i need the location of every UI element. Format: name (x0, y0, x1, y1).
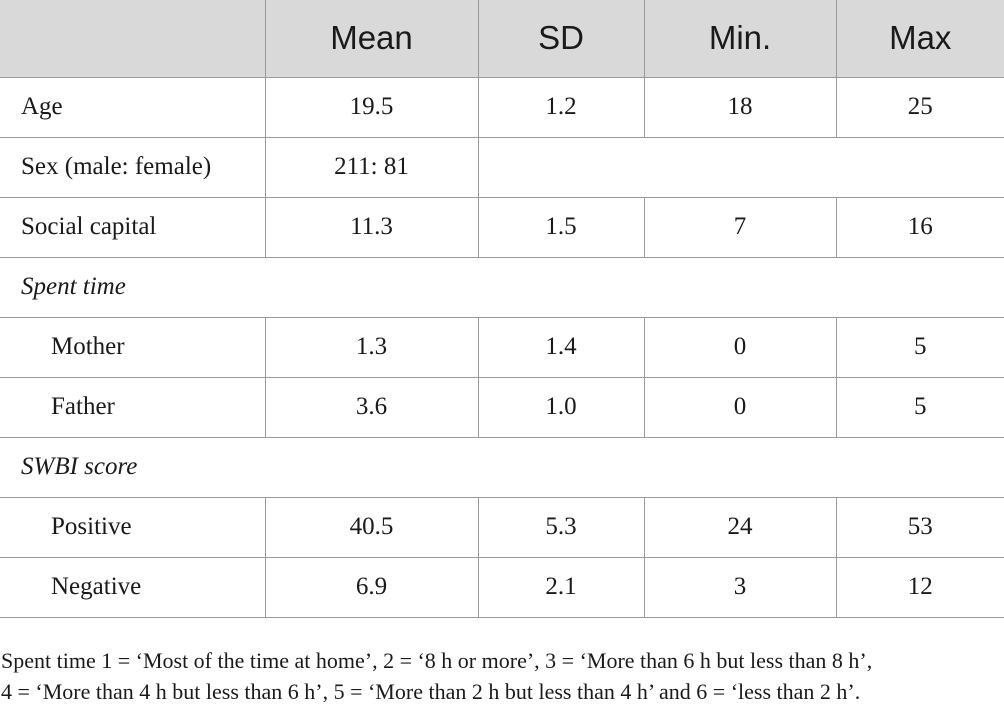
cell-min: 24 (643, 496, 837, 558)
row-label: Sex (male: female) (0, 136, 266, 198)
cell-sd: 2.1 (477, 556, 645, 618)
footnote-line: Spent time 1 = ‘Most of the time at home… (1, 648, 873, 673)
descriptive-statistics-table: Mean SD Min. Max Age 19.5 1.2 18 25 Sex … (0, 0, 1004, 618)
row-label: Social capital (0, 196, 266, 258)
table-row: Positive 40.5 5.3 24 53 (0, 496, 1004, 558)
section-row: SWBI score (0, 436, 1004, 498)
header-min: Min. (643, 0, 837, 78)
cell-sd: 1.5 (477, 196, 645, 258)
header-sd: SD (477, 0, 645, 78)
table-row: Negative 6.9 2.1 3 12 (0, 556, 1004, 618)
row-label: Age (0, 76, 266, 138)
header-max: Max (835, 0, 1004, 78)
cell-mean: 1.3 (264, 316, 479, 378)
cell-min: 7 (643, 196, 837, 258)
cell-sd: 1.4 (477, 316, 645, 378)
cell-min: 18 (643, 76, 837, 138)
cell-max: 12 (835, 556, 1004, 618)
cell-mean: 3.6 (264, 376, 479, 438)
cell-max: 5 (835, 316, 1004, 378)
cell-max: 53 (835, 496, 1004, 558)
table-header-row: Mean SD Min. Max (0, 0, 1004, 78)
table-row: Father 3.6 1.0 0 5 (0, 376, 1004, 438)
cell-max: 5 (835, 376, 1004, 438)
table-footnote: Spent time 1 = ‘Most of the time at home… (1, 645, 1004, 707)
header-mean: Mean (264, 0, 479, 78)
cell-sd: 5.3 (477, 496, 645, 558)
cell-sd: 1.2 (477, 76, 645, 138)
cell-mean: 40.5 (264, 496, 479, 558)
cell-min: 3 (643, 556, 837, 618)
row-label: Father (0, 376, 266, 438)
table-row: Age 19.5 1.2 18 25 (0, 76, 1004, 138)
row-label: Mother (0, 316, 266, 378)
row-label: Positive (0, 496, 266, 558)
section-heading-spent-time: Spent time (0, 256, 1004, 318)
cell-min: 0 (643, 376, 837, 438)
cell-mean: 19.5 (264, 76, 479, 138)
section-heading-swbi-score: SWBI score (0, 436, 1004, 498)
header-empty-cell (0, 0, 266, 78)
table-row: Social capital 11.3 1.5 7 16 (0, 196, 1004, 258)
table-row: Sex (male: female) 211: 81 (0, 136, 1004, 198)
cell-mean: 11.3 (264, 196, 479, 258)
section-row: Spent time (0, 256, 1004, 318)
row-label: Negative (0, 556, 266, 618)
cell-min: 0 (643, 316, 837, 378)
cell-mean: 6.9 (264, 556, 479, 618)
cell-empty-span (477, 136, 1004, 198)
cell-mean: 211: 81 (264, 136, 479, 198)
cell-max: 25 (835, 76, 1004, 138)
footnote-line: 4 = ‘More than 4 h but less than 6 h’, 5… (1, 679, 861, 704)
cell-max: 16 (835, 196, 1004, 258)
cell-sd: 1.0 (477, 376, 645, 438)
table-row: Mother 1.3 1.4 0 5 (0, 316, 1004, 378)
